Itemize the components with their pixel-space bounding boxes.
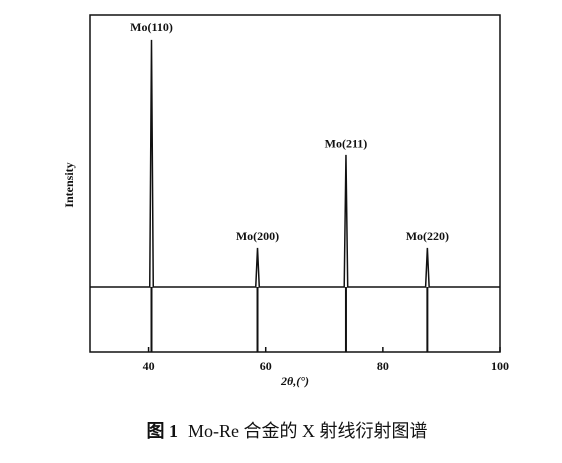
pattern-line (90, 39, 500, 288)
peak-label: Mo(110) (130, 20, 173, 34)
x-tick-label: 40 (143, 359, 155, 373)
plot-frame (89, 14, 501, 353)
figure-caption: Mo-Re 合金的 X 射线衍射图谱 (188, 421, 428, 441)
x-tick-label: 60 (260, 359, 272, 373)
peak-label: Mo(211) (325, 136, 368, 150)
x-tick-label: 80 (377, 359, 389, 373)
peak-label: Mo(200) (236, 229, 279, 243)
peak-label: Mo(220) (406, 229, 449, 243)
x-axis-label: 2θ,(°) (280, 374, 309, 388)
x-tick-label: 100 (491, 359, 509, 373)
figure-label: 图 1 (147, 421, 179, 441)
y-axis-label: Intensity (62, 162, 76, 207)
